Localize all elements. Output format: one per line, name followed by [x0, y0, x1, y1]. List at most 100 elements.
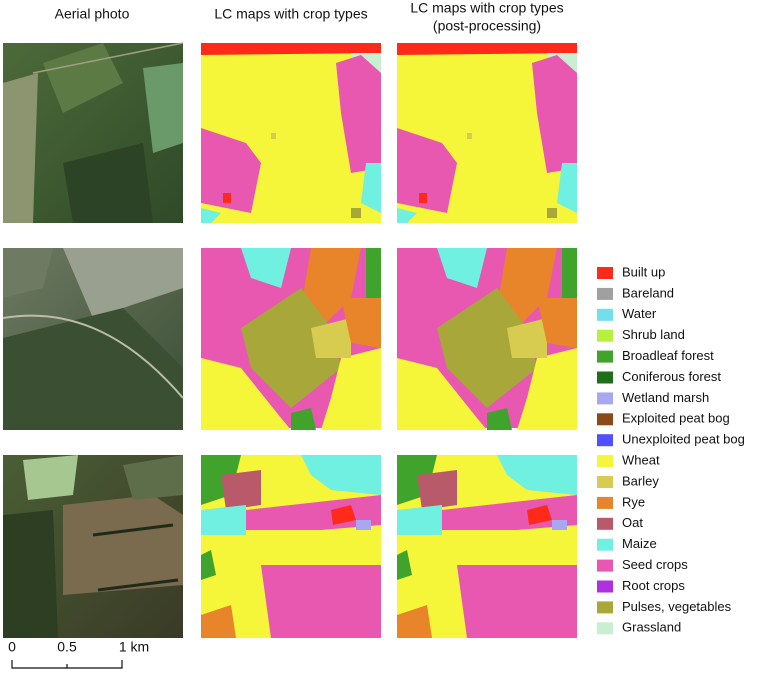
map-region: [201, 550, 216, 580]
lc-map: [201, 43, 381, 223]
legend-swatch: [597, 392, 613, 405]
aerial-photo: [3, 455, 183, 638]
map-region: [397, 550, 412, 580]
map-region: [223, 193, 231, 203]
map-region: [557, 163, 577, 213]
legend-swatch: [597, 496, 613, 509]
legend-swatch: [597, 538, 613, 551]
legend: Built up Bareland Water Shrub land Broadleaf…: [597, 264, 745, 635]
legend-label: Water: [622, 306, 657, 321]
legend-label: Barley: [622, 473, 659, 488]
column-header: (post-processing): [433, 18, 541, 34]
map-region: [341, 298, 381, 348]
maps: [201, 43, 577, 638]
map-region: [417, 470, 457, 510]
map-region: [201, 128, 261, 213]
lc-map: [397, 455, 577, 638]
lc-map: [397, 248, 577, 430]
map-region: [397, 605, 432, 638]
map-region: [271, 133, 276, 139]
legend-swatch: [597, 413, 613, 426]
map-region: [221, 470, 261, 510]
lc-map: [397, 43, 577, 223]
map-region: [507, 318, 547, 358]
legend-swatch: [597, 329, 613, 342]
legend-label: Wheat: [622, 453, 660, 468]
map-region: [552, 520, 567, 530]
legend-swatch: [597, 517, 613, 530]
map-region: [241, 248, 291, 288]
map-region: [532, 55, 577, 173]
map-region: [527, 505, 552, 525]
map-region: [457, 565, 577, 638]
map-region: [419, 193, 427, 203]
legend-label: Exploited peat bog: [622, 411, 730, 426]
legend-swatch: [597, 476, 613, 488]
map-region: [437, 288, 537, 408]
legend-swatch: [597, 287, 613, 300]
column-header: Aerial photo: [55, 6, 130, 22]
legend-label: Pulses, vegetables: [622, 599, 732, 614]
scale-label: 0: [8, 639, 16, 655]
legend-swatch: [597, 434, 613, 447]
map-region: [562, 248, 577, 308]
legend-label: Root crops: [622, 578, 685, 593]
legend-swatch: [597, 267, 613, 279]
legend-label: Seed crops: [622, 557, 688, 572]
lc-map: [201, 455, 381, 638]
map-region: [311, 318, 351, 358]
legend-swatch: [597, 455, 613, 468]
legend-swatch: [597, 350, 613, 363]
map-region: [361, 163, 381, 213]
map-region: [397, 43, 577, 55]
map-region: [301, 455, 381, 495]
scale-bar: 0 0.5 1 km: [8, 639, 149, 669]
map-region: [356, 520, 371, 530]
lc-map: [201, 248, 381, 430]
map-region: [397, 358, 487, 430]
map-region: [487, 408, 512, 430]
legend-label: Unexploited peat bog: [622, 432, 745, 447]
map-region: [321, 348, 381, 430]
legend-label: Oat: [622, 515, 643, 530]
legend-label: Shrub land: [622, 327, 685, 342]
map-region: [291, 408, 316, 430]
map-region: [331, 505, 356, 525]
map-region: [336, 55, 381, 173]
legend-label: Grassland: [622, 620, 681, 635]
map-region: [201, 505, 246, 535]
map-region: [201, 43, 381, 55]
map-region: [497, 455, 577, 495]
column-header: LC maps with crop types: [410, 0, 563, 16]
aerial-photo: [2, 248, 184, 430]
map-region: [201, 358, 291, 430]
map-region: [397, 128, 457, 213]
legend-swatch: [597, 308, 613, 321]
map-region: [467, 133, 472, 139]
map-region: [366, 248, 381, 308]
legend-swatch: [597, 622, 613, 635]
map-region: [437, 248, 487, 288]
scale-label: 1 km: [119, 639, 149, 655]
column-header: LC maps with crop types: [214, 6, 367, 22]
scale-label: 0.5: [57, 639, 77, 655]
map-region: [261, 565, 381, 638]
map-region: [241, 288, 341, 408]
legend-label: Maize: [622, 536, 657, 551]
map-region: [547, 208, 557, 218]
legend-label: Broadleaf forest: [622, 348, 714, 363]
map-region: [397, 208, 417, 223]
map-region: [517, 348, 577, 430]
legend-label: Coniferous forest: [622, 369, 721, 384]
legend-label: Bareland: [622, 285, 674, 300]
legend-swatch: [597, 559, 613, 572]
map-region: [201, 605, 236, 638]
legend-label: Rye: [622, 494, 645, 509]
aerial-photo: [3, 42, 184, 223]
legend-label: Built up: [622, 264, 665, 279]
legend-swatch: [597, 371, 613, 384]
map-region: [201, 208, 221, 223]
map-region: [397, 505, 442, 535]
map-region: [537, 298, 577, 348]
